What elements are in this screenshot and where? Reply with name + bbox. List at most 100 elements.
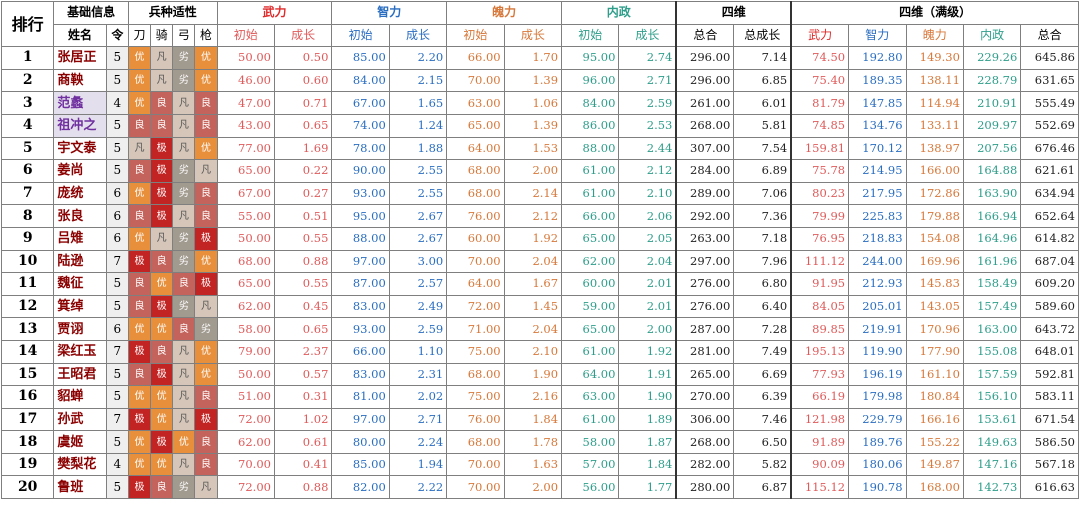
qi-aptitude-cell: 良 xyxy=(150,249,174,274)
max-mei-cell: 143.05 xyxy=(905,294,964,319)
mei-init-cell: 75.00 xyxy=(446,385,505,409)
total-grow-cell: 7.06 xyxy=(733,181,793,206)
mei-grow-cell: 1.45 xyxy=(503,294,563,319)
max-wu-cell: 89.85 xyxy=(790,317,850,341)
gong-aptitude-cell: 劣 xyxy=(172,249,196,274)
max-mei-cell: 170.96 xyxy=(905,317,964,341)
gong-aptitude-cell: 凡 xyxy=(172,362,196,387)
wu-grow-cell: 0.71 xyxy=(273,91,333,115)
max-mei-header: 魄力 xyxy=(905,23,964,48)
max-total-cell: 645.86 xyxy=(1020,46,1079,70)
zhi-grow-cell: 2.57 xyxy=(388,272,448,296)
wu-grow-cell: 0.65 xyxy=(273,113,333,138)
name-cell: 王昭君 xyxy=(53,362,107,387)
max-zhi-cell: 189.76 xyxy=(848,430,907,454)
total-grow-cell: 6.80 xyxy=(733,272,793,296)
dao-aptitude-cell: 优 xyxy=(127,317,152,341)
wu-header: 武力 xyxy=(216,1,333,25)
gong-aptitude-cell: 凡 xyxy=(172,91,196,115)
name-cell: 陆逊 xyxy=(53,249,107,274)
mei-init-cell: 71.00 xyxy=(446,317,505,341)
max-zhi-cell: 219.91 xyxy=(848,317,907,341)
nei-grow-cell: 2.44 xyxy=(618,136,677,161)
max-mei-cell: 180.84 xyxy=(905,385,964,409)
nei-init-cell: 63.00 xyxy=(561,385,620,409)
name-cell: 商鞅 xyxy=(53,68,107,93)
max-nei-cell: 149.63 xyxy=(962,430,1022,454)
wu-init-cell: 72.00 xyxy=(216,407,275,432)
max-nei-cell: 164.88 xyxy=(962,159,1022,183)
table-row: 12 箕绰 5 良极劣凡 62.00 0.45 83.00 2.49 72.00 1.45 59.0… xyxy=(0,294,1079,319)
nei-init-cell: 96.00 xyxy=(561,68,620,93)
basic-info-header: 基础信息 xyxy=(53,1,129,25)
ling-cell: 5 xyxy=(105,362,129,387)
max-wu-cell: 84.05 xyxy=(790,294,850,319)
max-mei-cell: 133.11 xyxy=(905,113,964,138)
name-cell: 范蠡 xyxy=(53,91,107,115)
mei-grow-cell: 1.39 xyxy=(503,113,563,138)
table-row: 13 贾诩 6 优优良劣 58.00 0.65 93.00 2.59 71.00 2.04 65.0… xyxy=(0,317,1079,341)
wu-grow-cell: 0.31 xyxy=(273,385,333,409)
zhi-init-cell: 83.00 xyxy=(331,362,390,387)
total-cell: 307.00 xyxy=(675,136,735,161)
zhi-grow-cell: 3.00 xyxy=(388,249,448,274)
nei-init-cell: 64.00 xyxy=(561,362,620,387)
name-cell: 貂蝉 xyxy=(53,385,107,409)
max-mei-cell: 114.94 xyxy=(905,91,964,115)
ling-cell: 5 xyxy=(105,272,129,296)
mei-init-cell: 68.00 xyxy=(446,362,505,387)
mei-grow-cell: 2.12 xyxy=(503,204,563,228)
dao-aptitude-cell: 优 xyxy=(127,91,152,115)
nei-grow-cell: 2.01 xyxy=(618,272,677,296)
gong-aptitude-cell: 良 xyxy=(172,272,196,296)
wu-init-cell: 70.00 xyxy=(216,452,275,477)
qiang-aptitude-cell: 凡 xyxy=(194,475,218,500)
total-cell: 281.00 xyxy=(675,339,735,364)
qiang-aptitude-cell: 优 xyxy=(194,362,218,387)
max-nei-header: 内政 xyxy=(962,23,1022,48)
gong-aptitude-cell: 劣 xyxy=(172,226,196,251)
name-cell: 孙武 xyxy=(53,407,107,432)
zhi-grow-cell: 2.22 xyxy=(388,475,448,500)
zhi-init-cell: 67.00 xyxy=(331,91,390,115)
max-mei-cell: 145.83 xyxy=(905,272,964,296)
rank-cell: 9 xyxy=(0,226,55,251)
wu-grow-cell: 0.22 xyxy=(273,159,333,183)
nei-header: 内政 xyxy=(561,1,677,25)
name-cell: 梁红玉 xyxy=(53,339,107,364)
mei-grow-cell: 2.14 xyxy=(503,181,563,206)
ling-cell: 4 xyxy=(105,452,129,477)
dao-aptitude-cell: 优 xyxy=(127,226,152,251)
ling-cell: 6 xyxy=(105,181,129,206)
max-nei-cell: 153.61 xyxy=(962,407,1022,432)
ling-header: 令 xyxy=(105,23,129,48)
max-wu-cell: 195.13 xyxy=(790,339,850,364)
qiang-aptitude-cell: 极 xyxy=(194,407,218,432)
table-row: 6 姜尚 5 良极劣凡 65.00 0.22 90.00 2.55 68.00 2.00 61.00… xyxy=(0,159,1079,183)
total-cell: 261.00 xyxy=(675,91,735,115)
total-grow-cell: 7.54 xyxy=(733,136,793,161)
wu-init-cell: 62.00 xyxy=(216,430,275,454)
zhi-grow-cell: 2.67 xyxy=(388,226,448,251)
total-cell: 276.00 xyxy=(675,272,735,296)
wu-grow-cell: 0.55 xyxy=(273,272,333,296)
zhi-init-cell: 90.00 xyxy=(331,159,390,183)
zhi-header: 智力 xyxy=(331,1,448,25)
max-wu-cell: 159.81 xyxy=(790,136,850,161)
max-wu-cell: 75.40 xyxy=(790,68,850,93)
max-mei-cell: 177.90 xyxy=(905,339,964,364)
qiang-aptitude-cell: 良 xyxy=(194,181,218,206)
table-row: 16 貂蝉 5 优优凡良 51.00 0.31 81.00 2.02 75.00 2.16 63.0… xyxy=(0,385,1079,409)
zhi-grow-cell: 2.59 xyxy=(388,317,448,341)
mei-init-cell: 68.00 xyxy=(446,430,505,454)
wu-grow-cell: 0.60 xyxy=(273,68,333,93)
max-total-cell: 592.81 xyxy=(1020,362,1079,387)
zhi-grow-cell: 2.02 xyxy=(388,385,448,409)
max-wu-cell: 80.23 xyxy=(790,181,850,206)
total-grow-cell: 6.01 xyxy=(733,91,793,115)
mei-grow-cell: 1.63 xyxy=(503,452,563,477)
max-nei-cell: 163.00 xyxy=(962,317,1022,341)
mei-grow-header: 成长 xyxy=(503,23,563,48)
dao-aptitude-cell: 极 xyxy=(127,339,152,364)
total-cell: 297.00 xyxy=(675,249,735,274)
